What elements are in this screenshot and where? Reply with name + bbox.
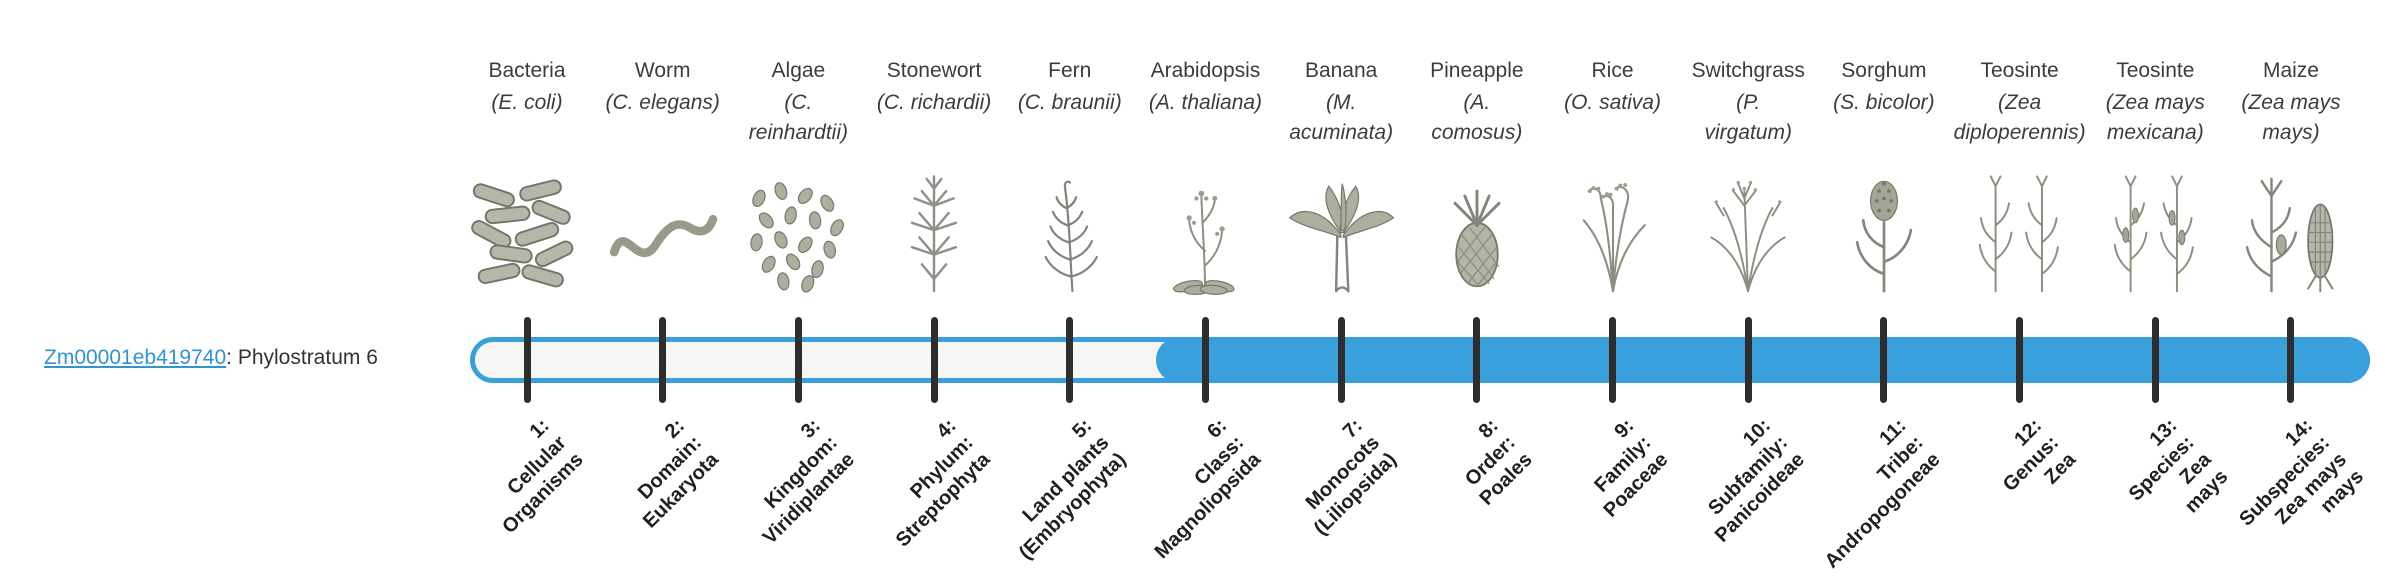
stratum-tick (1066, 317, 1074, 403)
organism-scientific-name: (Zea mays mexicana) (2105, 91, 2205, 144)
stratum-tick-label: 3: Kingdom: Viridiplantae (758, 414, 859, 549)
stratum-tick-label: 4: Phylum: Streptophyta (891, 414, 995, 552)
stratum-tick (1201, 317, 1209, 403)
organism-scientific-name: (Zea mays mays) (2241, 91, 2341, 144)
stratum-tick (1880, 317, 1888, 403)
organism-common-name: Teosinte (2116, 59, 2195, 82)
organism-scientific-name: (S. bicolor) (1833, 91, 1935, 114)
organism-scientific-name: (E. coli) (491, 91, 563, 114)
pineapple-icon (1412, 170, 1542, 296)
organism-label: Stonewort (C. richardii) (859, 56, 1009, 118)
switchgrass-icon (1683, 170, 1813, 296)
gene-id-link[interactable]: Zm00001eb419740 (44, 346, 227, 369)
stratum-tick (2287, 317, 2295, 403)
stratum-tick-label: 9: Family: Poaceae (1590, 414, 1673, 522)
organism-common-name: Fern (1048, 59, 1092, 82)
stratum-tick (930, 317, 938, 403)
banana-icon (1276, 170, 1406, 296)
stratum-tick-label: 14: Subspecies: Zea mays mays (2235, 414, 2369, 531)
organism-common-name: Teosinte (1980, 59, 2059, 82)
organism-scientific-name: (P. virgatum) (1704, 91, 1792, 144)
organism-scientific-name: (A. thaliana) (1148, 91, 1263, 114)
stratum-tick-label: 5: Land plants (Embryophyta) (1014, 414, 1130, 564)
arabidopsis-icon (1140, 170, 1270, 296)
organism-label: Teosinte (Zea mays mexicana) (2080, 56, 2230, 148)
organism-common-name: Sorghum (1841, 59, 1927, 82)
stratum-tick-label: 10: Subfamily: Panicoideae (1703, 414, 1809, 547)
stratum-tick (1609, 317, 1617, 403)
organism-scientific-name: (M. acuminata) (1289, 91, 1394, 144)
sorghum-icon (1819, 170, 1949, 296)
fern-icon (1005, 170, 1135, 296)
organism-label: Worm (C. elegans) (588, 56, 738, 118)
organism-common-name: Algae (771, 59, 826, 82)
stratum-tick-label: 7: Monocots (Liliopsida) (1302, 414, 1402, 540)
organism-common-name: Maize (2262, 59, 2319, 82)
organism-label: Banana (M. acuminata) (1266, 56, 1416, 148)
organism-scientific-name: (A. comosus) (1431, 91, 1523, 144)
worm-icon (598, 170, 728, 296)
stratum-tick (1337, 317, 1345, 403)
organism-common-name: Arabidopsis (1150, 59, 1261, 82)
teosinte2-icon (2090, 170, 2220, 296)
stratum-tick-label: 6: Class: Magnoliopsida (1151, 414, 1266, 564)
teosinte-icon (1955, 170, 2085, 296)
algae-icon (733, 170, 863, 296)
stratum-tick-label: 12: Genus: Zea (1998, 414, 2080, 496)
stonewort-icon (869, 170, 999, 296)
organism-label: Sorghum (S. bicolor) (1809, 56, 1959, 118)
organism-common-name: Switchgrass (1691, 59, 1805, 82)
organism-label: Maize (Zea mays mays) (2216, 56, 2366, 148)
phylostratum-bar-fill (1156, 337, 2370, 383)
organism-scientific-name: (O. sativa) (1564, 91, 1661, 114)
organism-scientific-name: (C. elegans) (605, 91, 720, 114)
organism-scientific-name: (C. braunii) (1017, 91, 1122, 114)
stratum-tick-label: 1: Cellular Organisms (497, 414, 588, 539)
organism-common-name: Stonewort (886, 59, 982, 82)
organism-label: Algae (C. reinhardtii) (723, 56, 873, 148)
stratum-tick-label: 13: Species: Zea mays (2124, 414, 2233, 518)
stratum-tick (523, 317, 531, 403)
organism-label: Switchgrass (P. virgatum) (1673, 56, 1823, 148)
stratum-tick (1744, 317, 1752, 403)
rice-icon (1548, 170, 1678, 296)
stratum-tick-label: 2: Domain: Eukaryota (633, 414, 723, 533)
organism-common-name: Bacteria (488, 59, 566, 82)
organism-common-name: Pineapple (1430, 59, 1524, 82)
stratum-tick (794, 317, 802, 403)
organism-scientific-name: (C. reinhardtii) (748, 91, 848, 144)
bacteria-icon (462, 170, 592, 296)
organism-scientific-name: (Zea diploperennis) (1953, 91, 2086, 144)
maize-icon (2226, 170, 2356, 296)
organism-common-name: Banana (1304, 59, 1378, 82)
organism-label: Fern (C. braunii) (995, 56, 1145, 118)
stratum-tick (2016, 317, 2024, 403)
stratum-tick (659, 317, 667, 403)
organism-label: Bacteria (E. coli) (452, 56, 602, 118)
organism-label: Teosinte (Zea diploperennis) (1945, 56, 2095, 148)
stratum-tick-label: 8: Order: Poales (1461, 414, 1538, 510)
organism-label: Rice (O. sativa) (1538, 56, 1688, 118)
organism-scientific-name: (C. richardii) (876, 91, 992, 114)
organism-common-name: Worm (634, 59, 691, 82)
phylostratum-text: : Phylostratum 6 (226, 346, 378, 369)
gene-label: Zm00001eb419740: Phylostratum 6 (44, 346, 378, 370)
organism-label: Arabidopsis (A. thaliana) (1130, 56, 1280, 118)
organism-common-name: Rice (1591, 59, 1634, 82)
stratum-tick-label: 11: Tribe: Andropogoneae (1820, 414, 1945, 573)
stratum-tick (1473, 317, 1481, 403)
organism-label: Pineapple (A. comosus) (1402, 56, 1552, 148)
stratum-tick (2151, 317, 2159, 403)
